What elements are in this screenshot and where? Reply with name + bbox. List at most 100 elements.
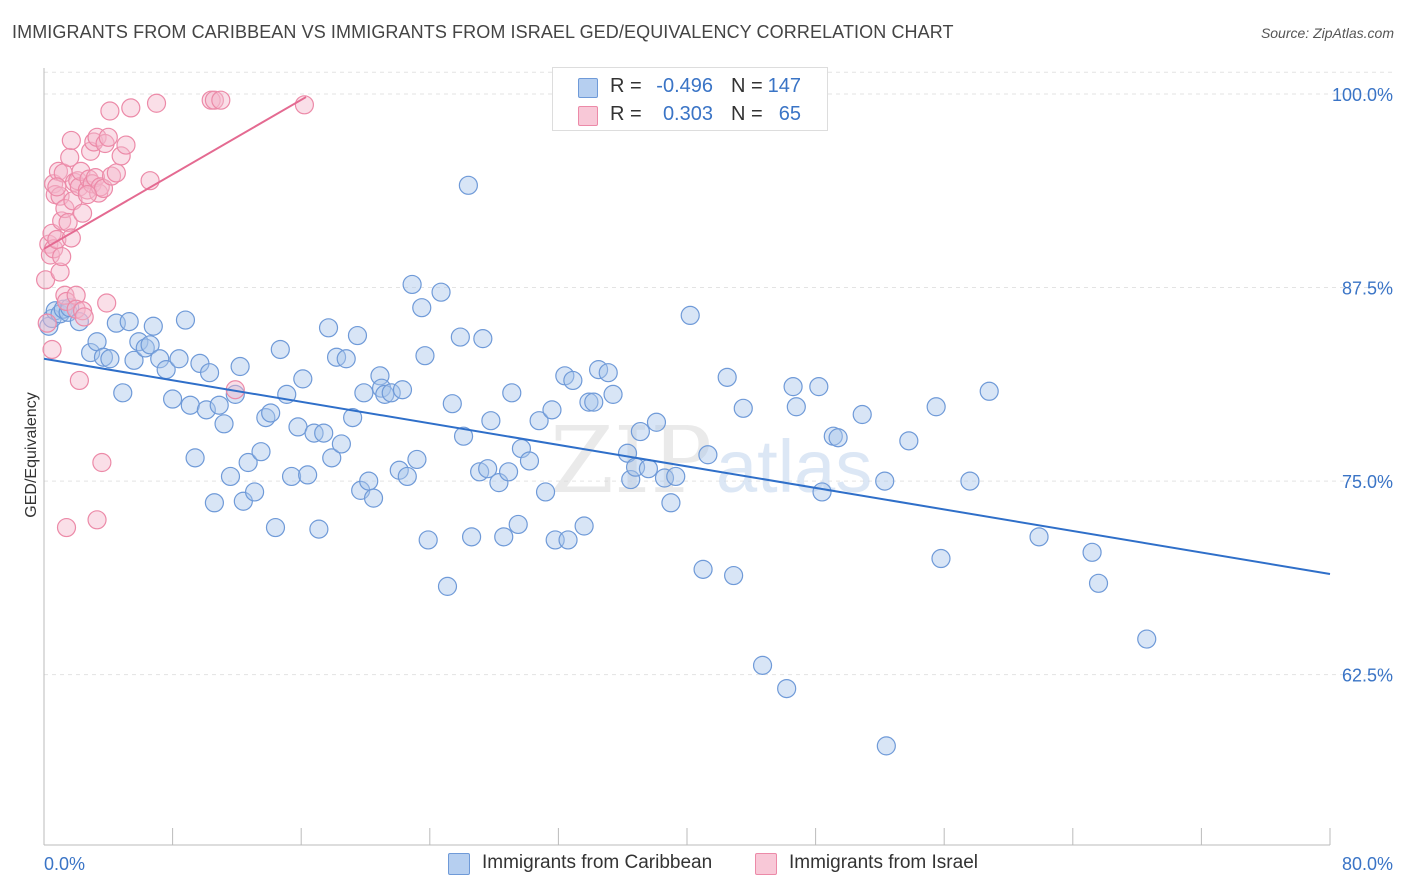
caribbean-point bbox=[875, 471, 895, 491]
caribbean-point bbox=[979, 381, 999, 401]
israel-point bbox=[121, 98, 141, 118]
caribbean-point bbox=[370, 366, 390, 386]
caribbean-point bbox=[415, 346, 435, 366]
caribbean-point bbox=[542, 400, 562, 420]
n-label: N = bbox=[731, 103, 763, 125]
stats-row-israel: R = 0.303 N = 65 bbox=[553, 101, 827, 129]
israel-point bbox=[106, 163, 126, 183]
israel-point bbox=[100, 101, 120, 121]
x-tick-label: 80.0% bbox=[1342, 854, 1393, 874]
israel-point bbox=[72, 301, 93, 321]
caribbean-point bbox=[318, 318, 339, 338]
n-value: 147 bbox=[767, 75, 801, 97]
x-tick-label: 0.0% bbox=[44, 854, 85, 874]
caribbean-point bbox=[1029, 527, 1049, 547]
caribbean-point bbox=[478, 459, 498, 479]
caribbean-point bbox=[196, 400, 216, 420]
caribbean-trend-line bbox=[43, 357, 1331, 575]
caribbean-point bbox=[298, 465, 318, 485]
israel-point bbox=[52, 211, 72, 231]
caribbean-point bbox=[261, 403, 281, 423]
caribbean-point bbox=[724, 565, 744, 586]
n-value: 65 bbox=[778, 103, 801, 125]
caribbean-point bbox=[185, 448, 205, 468]
stats-legend: R = -0.496 N = 147 R = 0.303 N = 65 bbox=[552, 67, 828, 131]
y-tick-label: 87.5% bbox=[1342, 279, 1393, 299]
israel-point bbox=[146, 93, 167, 113]
caribbean-point bbox=[220, 466, 241, 487]
caribbean-point bbox=[666, 466, 686, 487]
caribbean-point bbox=[502, 383, 522, 403]
caribbean-point bbox=[899, 431, 919, 451]
israel-point bbox=[69, 370, 89, 391]
caribbean-point bbox=[169, 349, 189, 369]
israel-point bbox=[97, 293, 117, 313]
caribbean-point bbox=[828, 428, 848, 448]
caribbean-point bbox=[124, 350, 144, 370]
watermark-zip: ZIP bbox=[550, 407, 712, 514]
watermark: ZIP atlas bbox=[550, 407, 872, 514]
caribbean-point bbox=[331, 434, 351, 454]
caribbean-point bbox=[326, 347, 347, 367]
caribbean-point bbox=[336, 349, 356, 369]
caribbean-point bbox=[458, 175, 478, 195]
israel-swatch bbox=[578, 106, 598, 126]
caribbean-point bbox=[392, 380, 413, 400]
caribbean-point bbox=[343, 408, 363, 428]
israel-point bbox=[66, 299, 86, 319]
y-tick-label: 62.5% bbox=[1342, 666, 1393, 686]
israel-point bbox=[55, 285, 75, 305]
israel-point bbox=[116, 135, 136, 155]
caribbean-point bbox=[407, 449, 427, 470]
caribbean-point bbox=[314, 423, 334, 443]
caribbean-point bbox=[598, 363, 618, 383]
caribbean-point bbox=[238, 452, 258, 473]
caribbean-point bbox=[574, 516, 594, 536]
caribbean-point bbox=[1082, 542, 1102, 562]
points-layer bbox=[36, 90, 1157, 756]
caribbean-point bbox=[140, 335, 160, 355]
caribbean-point bbox=[852, 404, 872, 425]
caribbean-point bbox=[204, 493, 224, 513]
israel-point bbox=[87, 510, 107, 530]
caribbean-point bbox=[558, 530, 578, 550]
caribbean-point bbox=[309, 519, 329, 539]
israel-point bbox=[61, 130, 81, 151]
israel-point bbox=[71, 161, 91, 181]
caribbean-point bbox=[481, 411, 501, 431]
caribbean-point bbox=[752, 655, 773, 675]
r-value: 0.303 bbox=[662, 103, 713, 125]
caribbean-point bbox=[251, 442, 271, 462]
caribbean-point bbox=[100, 349, 120, 369]
caribbean-point bbox=[209, 395, 229, 415]
israel-point bbox=[60, 147, 80, 168]
caribbean-point bbox=[680, 305, 700, 326]
stats-row-caribbean: R = -0.496 N = 147 bbox=[553, 73, 827, 101]
caribbean-swatch bbox=[578, 78, 598, 98]
caribbean-point bbox=[461, 527, 482, 547]
israel-point bbox=[61, 228, 81, 248]
caribbean-point bbox=[584, 392, 604, 412]
israel-point bbox=[211, 90, 231, 110]
caribbean-point bbox=[535, 482, 556, 502]
caribbean-point bbox=[293, 369, 313, 389]
caribbean-point bbox=[473, 329, 493, 349]
r-label: R = bbox=[610, 75, 642, 97]
caribbean-point bbox=[563, 370, 583, 391]
n-label: N = bbox=[731, 75, 763, 97]
caribbean-point bbox=[786, 397, 806, 417]
caribbean-point bbox=[150, 349, 170, 369]
caribbean-point bbox=[809, 377, 829, 397]
caribbean-point bbox=[453, 426, 474, 446]
y-tick-label: 100.0% bbox=[1332, 85, 1393, 105]
caribbean-point bbox=[143, 316, 163, 336]
caribbean-point bbox=[244, 482, 265, 502]
watermark-atlas: atlas bbox=[716, 425, 872, 508]
israel-point bbox=[56, 517, 77, 538]
caribbean-point bbox=[418, 530, 438, 550]
israel-swatch bbox=[755, 853, 777, 875]
r-value: -0.496 bbox=[656, 75, 713, 97]
legend-label: Immigrants from Israel bbox=[789, 852, 978, 873]
caribbean-point bbox=[603, 384, 623, 404]
